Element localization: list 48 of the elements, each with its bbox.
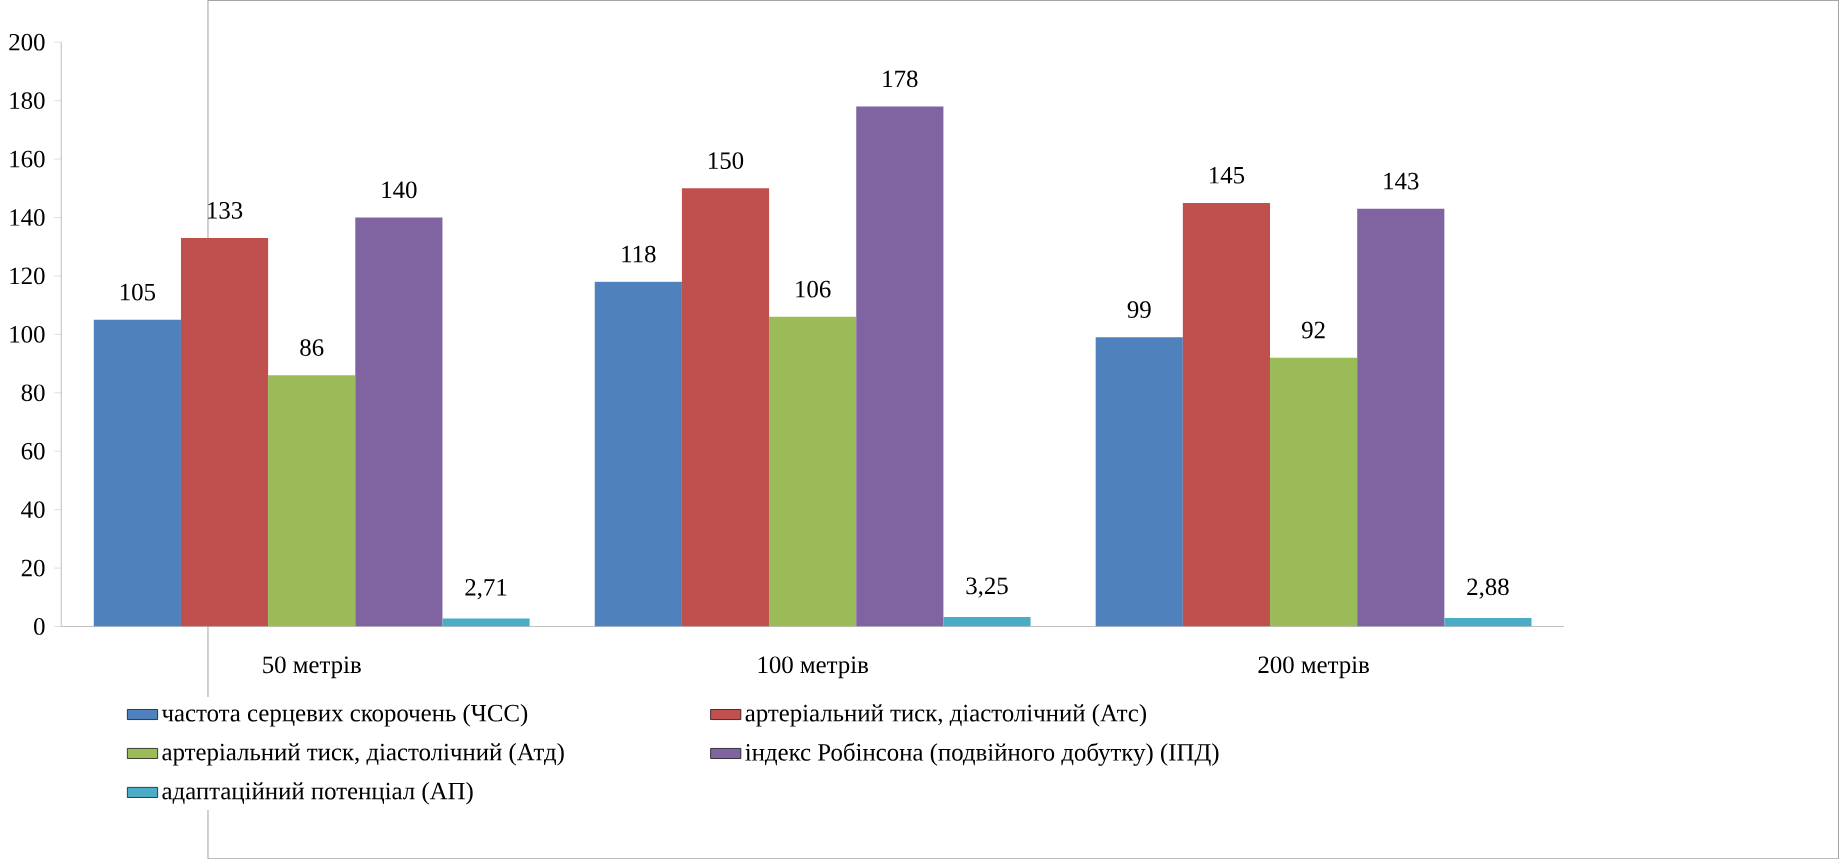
bar	[1357, 208, 1445, 627]
legend-label: артеріальний тиск, діастолічний (Атс)	[745, 703, 1146, 727]
bar	[681, 188, 770, 627]
data-label: 150	[709, 152, 744, 169]
data-label: 99	[1127, 301, 1151, 318]
bar	[943, 616, 1031, 627]
data-label: 145	[1209, 166, 1245, 184]
legend-label: індекс Робінсона (подвійного добутку) (ІПД)	[745, 742, 1219, 766]
x-tick-label: 50 метрів	[263, 656, 361, 679]
y-tick-label: 20	[21, 559, 45, 577]
data-label: 133	[208, 201, 243, 219]
bar	[1182, 202, 1271, 627]
data-label: 105	[120, 283, 156, 301]
data-label: 140	[382, 181, 417, 199]
bar	[1444, 617, 1532, 627]
data-label: 92	[1301, 321, 1325, 339]
bar	[769, 316, 857, 627]
y-tick-label: 140	[10, 208, 45, 226]
data-label: 118	[622, 245, 656, 263]
data-label: 2,71	[465, 578, 507, 600]
bar	[856, 106, 944, 627]
y-tick-label: 40	[21, 501, 45, 518]
y-tick-label: 60	[21, 442, 45, 460]
bar	[1095, 337, 1183, 627]
y-tick-label: 160	[10, 150, 45, 168]
bar	[355, 217, 443, 627]
data-label: 106	[796, 280, 831, 298]
bar	[180, 237, 269, 627]
x-tick-label: 100 метрів	[758, 656, 868, 679]
bar	[594, 281, 682, 627]
legend-label: адаптаційний потенціал (АП)	[162, 781, 473, 805]
y-tick-label: 0	[34, 617, 45, 635]
y-tick-label: 180	[10, 92, 45, 109]
data-label: 143	[1384, 172, 1419, 190]
bar	[268, 375, 356, 627]
data-label: 2,88	[1467, 578, 1509, 599]
legend-label: частота серцевих скорочень (ЧСС)	[161, 703, 528, 727]
data-label: 3,25	[966, 577, 1008, 598]
y-tick-label: 100	[10, 325, 45, 343]
data-label: 86	[300, 339, 324, 356]
bar	[1270, 357, 1358, 627]
y-tick-label: 80	[21, 384, 45, 401]
y-tick-label: 120	[10, 267, 45, 285]
legend-label: артеріальний тиск, діастолічний (Атд)	[162, 742, 564, 766]
x-tick-label: 200 метрів	[1258, 656, 1369, 679]
bar	[93, 319, 181, 627]
y-tick-label: 200	[9, 33, 45, 51]
data-label: 178	[883, 70, 918, 88]
